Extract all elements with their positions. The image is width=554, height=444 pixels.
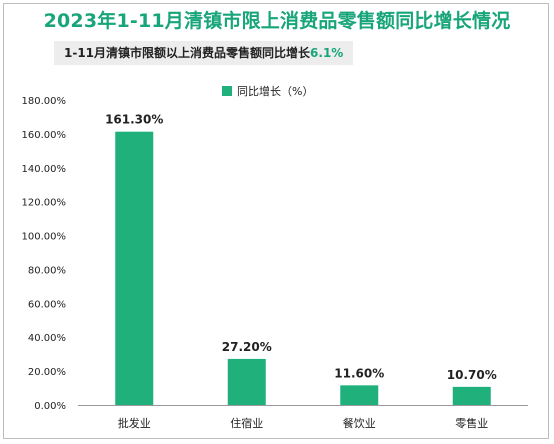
chart-subtitle: 1-11月清镇市限额以上消费品零售额同比增长6.1% [54,41,354,65]
y-tick-label: 140.00% [22,164,67,175]
bar [452,386,491,405]
bar [227,358,266,405]
y-tick-label: 0.00% [34,401,66,412]
data-label: 161.30% [105,113,163,127]
legend-label: 同比增长（%） [237,85,314,98]
subtitle-highlight: 6.1% [310,46,344,60]
data-label: 10.70% [447,368,497,382]
chart-title: 2023年1-11月清镇市限上消费品零售额同比增长情况 [43,10,511,32]
x-tick-label: 批发业 [118,416,151,430]
bar [115,131,154,406]
y-tick-label: 100.00% [22,232,67,243]
legend: 同比增长（%） [222,83,313,99]
bar [340,385,379,405]
legend-swatch [222,86,232,96]
y-tick-label: 160.00% [22,130,67,141]
y-tick-label: 40.00% [28,333,66,344]
y-tick-label: 80.00% [28,265,66,276]
y-tick-label: 20.00% [28,367,66,378]
y-tick-label: 180.00% [22,96,67,107]
x-tick-label: 住宿业 [230,416,263,430]
data-label: 27.20% [222,340,272,354]
y-tick-label: 60.00% [28,299,66,310]
y-tick-label: 120.00% [22,198,67,209]
x-tick-label: 零售业 [455,416,488,430]
data-label: 11.60% [334,366,384,380]
subtitle-text: 1-11月清镇市限额以上消费品零售额同比增长 [64,46,311,60]
chart-frame [3,3,549,439]
x-tick-label: 餐饮业 [343,416,376,430]
